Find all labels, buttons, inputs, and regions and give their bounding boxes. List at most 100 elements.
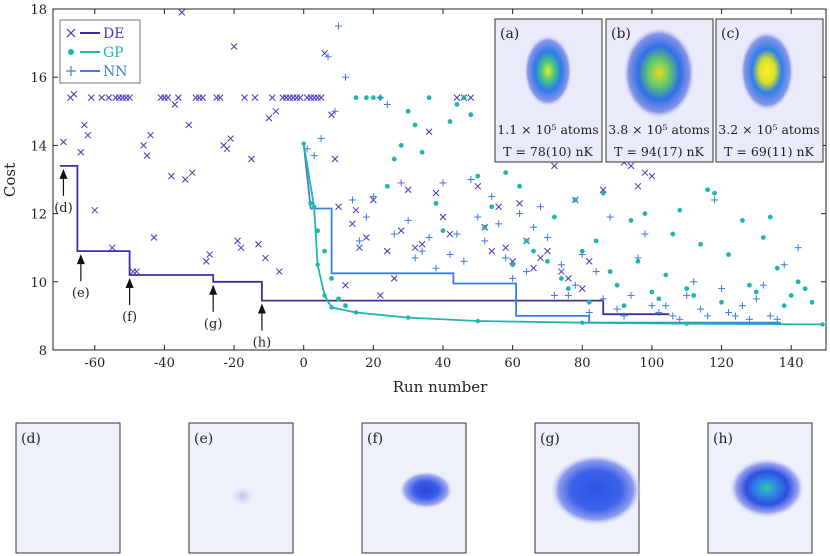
best-cost-lines bbox=[60, 143, 823, 326]
panel-f: (f) bbox=[361, 422, 467, 554]
point-de bbox=[262, 254, 269, 262]
panel-g: (g) bbox=[534, 422, 642, 554]
point-gp bbox=[642, 211, 648, 217]
point-de bbox=[265, 114, 273, 122]
point-gp bbox=[552, 214, 557, 220]
point-nn bbox=[523, 268, 531, 276]
point-nn bbox=[676, 315, 684, 323]
point-nn bbox=[648, 302, 656, 310]
point-gp bbox=[468, 112, 474, 118]
point-gp bbox=[426, 95, 432, 101]
annotation-label: (e) bbox=[72, 286, 90, 301]
point-nn bbox=[362, 213, 370, 221]
point-de bbox=[307, 94, 315, 102]
point-de bbox=[418, 240, 426, 248]
x-tick-label: 20 bbox=[365, 356, 382, 371]
point-gp bbox=[795, 279, 801, 285]
point-nn bbox=[453, 230, 461, 238]
point-de bbox=[199, 94, 207, 102]
point-gp-best bbox=[820, 322, 825, 327]
point-gp-best bbox=[311, 204, 317, 209]
point-gp-best bbox=[315, 262, 320, 267]
point-de bbox=[147, 131, 154, 139]
point-gp bbox=[322, 248, 327, 254]
panel-h: (h) bbox=[707, 422, 813, 554]
point-de bbox=[192, 94, 200, 102]
point-gp bbox=[433, 200, 439, 206]
point-nn bbox=[481, 237, 489, 245]
point-de bbox=[140, 142, 147, 149]
point-gp bbox=[398, 143, 404, 148]
point-de bbox=[453, 94, 461, 102]
point-de bbox=[432, 189, 440, 197]
point-de bbox=[296, 94, 304, 102]
point-nn bbox=[509, 274, 517, 282]
annotation-arrow-head bbox=[257, 303, 266, 314]
point-gp bbox=[767, 214, 773, 220]
point-nn bbox=[390, 230, 398, 238]
point-de bbox=[174, 94, 182, 102]
point-de bbox=[303, 94, 311, 102]
point-nn bbox=[613, 305, 621, 313]
panel-h-cloud bbox=[729, 458, 805, 518]
point-nn bbox=[536, 203, 544, 211]
point-gp bbox=[503, 170, 509, 176]
point-de bbox=[558, 268, 565, 275]
inset-c: (c) 3.2 × 10⁵ atoms T = 69(11) nK bbox=[715, 18, 824, 163]
point-de bbox=[129, 268, 137, 275]
point-gp bbox=[510, 262, 516, 268]
point-de bbox=[509, 257, 516, 265]
point-de bbox=[269, 94, 276, 102]
point-de bbox=[425, 128, 433, 136]
point-de bbox=[227, 135, 234, 142]
point-gp bbox=[670, 231, 676, 237]
point-nn bbox=[530, 223, 538, 231]
point-de bbox=[237, 244, 245, 252]
point-de bbox=[383, 247, 391, 255]
point-de bbox=[98, 94, 106, 102]
point-gp bbox=[412, 122, 418, 128]
point-de bbox=[234, 237, 241, 245]
point-de bbox=[495, 203, 503, 211]
annotation-arrow-head bbox=[209, 284, 218, 295]
point-nn bbox=[578, 251, 586, 259]
point-gp bbox=[760, 235, 766, 240]
point-gp bbox=[677, 207, 683, 213]
point-de bbox=[390, 275, 398, 282]
point-nn bbox=[303, 145, 311, 153]
point-nn bbox=[794, 244, 802, 252]
point-de bbox=[87, 94, 95, 102]
point-gp bbox=[802, 286, 808, 292]
point-de bbox=[84, 131, 92, 139]
point-de bbox=[70, 90, 78, 98]
y-tick-label: 10 bbox=[30, 276, 47, 291]
point-nn bbox=[585, 308, 593, 316]
point-nn bbox=[355, 237, 363, 245]
best-line-de bbox=[60, 164, 670, 316]
point-de bbox=[223, 145, 231, 153]
point-nn bbox=[324, 53, 332, 61]
point-de bbox=[188, 169, 196, 177]
point-gp-best bbox=[475, 318, 481, 324]
point-nn bbox=[331, 107, 339, 115]
inset-b-cloud bbox=[623, 27, 695, 119]
point-nn bbox=[467, 176, 475, 183]
point-nn bbox=[460, 257, 468, 265]
y-axis-label: Cost bbox=[1, 163, 19, 197]
point-gp bbox=[726, 252, 731, 257]
x-tick-label: 140 bbox=[779, 356, 804, 371]
point-de bbox=[397, 227, 405, 235]
panel-g-cloud bbox=[550, 454, 642, 526]
inset-b-label: (b) bbox=[611, 26, 631, 42]
y-tick-label: 12 bbox=[30, 208, 47, 223]
point-gp bbox=[684, 286, 690, 292]
point-de bbox=[91, 206, 99, 214]
point-de bbox=[195, 94, 203, 102]
point-de bbox=[363, 234, 370, 241]
point-de bbox=[206, 251, 214, 258]
panel-g-label: (g) bbox=[540, 431, 560, 447]
point-gp bbox=[663, 272, 669, 278]
point-gp bbox=[363, 95, 369, 101]
point-gp bbox=[517, 183, 522, 189]
